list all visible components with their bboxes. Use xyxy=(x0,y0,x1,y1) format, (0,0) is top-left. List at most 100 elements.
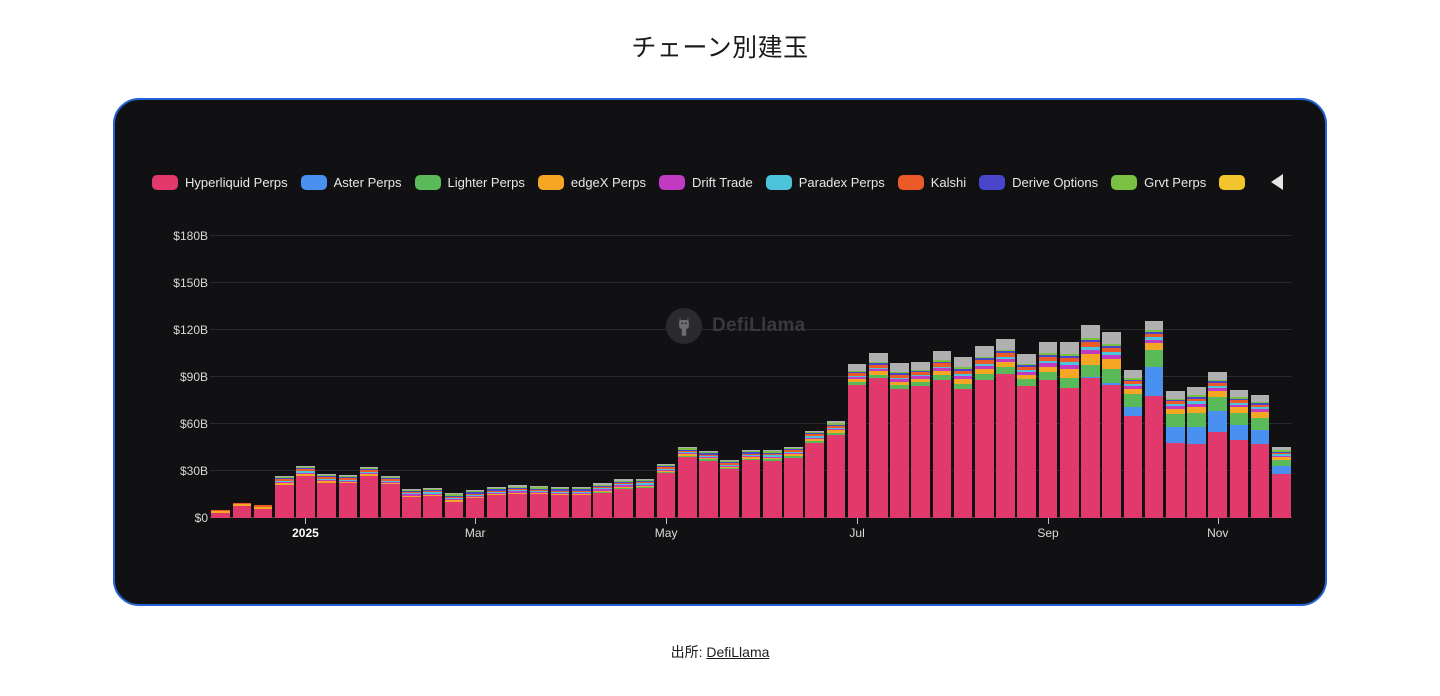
bar-column[interactable] xyxy=(720,459,740,518)
source-link[interactable]: DefiLlama xyxy=(706,644,770,660)
bar-column[interactable] xyxy=(1038,341,1058,518)
bar-column[interactable] xyxy=(1272,446,1291,518)
chart-legend[interactable]: Hyperliquid Perps Aster Perps Lighter Perp… xyxy=(152,170,1292,194)
bar-segment xyxy=(359,474,379,476)
y-axis-tick-label: $180B xyxy=(173,228,208,243)
bar-segment xyxy=(1017,371,1037,375)
bar-segment xyxy=(1272,459,1291,467)
bar-column[interactable] xyxy=(508,485,527,518)
bar-segment xyxy=(508,491,527,493)
bar-segment xyxy=(847,363,867,371)
bar-segment xyxy=(868,364,888,368)
bar-segment xyxy=(1229,402,1249,405)
bar-column[interactable] xyxy=(444,493,464,518)
bar-segment xyxy=(805,436,824,438)
bar-column[interactable] xyxy=(868,352,888,518)
bar-segment xyxy=(1250,409,1270,413)
bar-column[interactable] xyxy=(593,483,612,518)
bar-column[interactable] xyxy=(529,486,549,518)
legend-item-7[interactable]: Derive Options xyxy=(979,174,1099,190)
bar-segment xyxy=(1208,411,1228,432)
bar-column[interactable] xyxy=(232,502,252,518)
bar-column[interactable] xyxy=(571,486,591,518)
bar-column[interactable] xyxy=(1250,395,1270,518)
bar-column[interactable] xyxy=(890,363,909,518)
bar-column[interactable] xyxy=(805,430,824,518)
bar-column[interactable] xyxy=(699,451,718,518)
bar-column[interactable] xyxy=(338,474,358,518)
bar-segment xyxy=(253,508,273,518)
bar-column[interactable] xyxy=(1123,370,1143,518)
bar-segment xyxy=(762,455,782,457)
bar-segment xyxy=(359,473,379,475)
legend-pager[interactable]: 1/3 xyxy=(1271,174,1292,190)
bar-segment xyxy=(699,458,718,460)
bar-segment xyxy=(656,466,676,468)
bars-layer[interactable] xyxy=(210,212,1292,518)
bar-segment xyxy=(465,493,485,495)
bar-segment xyxy=(975,363,994,366)
bar-column[interactable] xyxy=(317,473,336,518)
bar-column[interactable] xyxy=(1059,341,1079,518)
legend-item-4[interactable]: Drift Trade xyxy=(659,174,753,190)
legend-item-0[interactable]: Hyperliquid Perps xyxy=(152,174,288,190)
legend-item-8[interactable]: Grvt Perps xyxy=(1111,174,1207,190)
legend-swatch-icon xyxy=(765,174,792,190)
bar-segment xyxy=(784,450,803,452)
bar-column[interactable] xyxy=(996,338,1015,518)
bar-segment xyxy=(402,495,421,497)
bar-column[interactable] xyxy=(1102,332,1121,518)
bar-column[interactable] xyxy=(826,421,846,518)
bar-column[interactable] xyxy=(656,463,676,518)
bar-column[interactable] xyxy=(741,449,761,518)
bar-column[interactable] xyxy=(253,505,273,518)
bar-column[interactable] xyxy=(402,488,421,518)
bar-column[interactable] xyxy=(423,487,443,518)
bar-segment xyxy=(614,485,633,487)
bar-segment xyxy=(635,482,655,484)
bar-column[interactable] xyxy=(1081,324,1100,518)
bar-column[interactable] xyxy=(381,475,400,518)
bar-column[interactable] xyxy=(359,466,379,518)
bar-column[interactable] xyxy=(1144,321,1164,518)
bar-column[interactable] xyxy=(550,486,570,518)
triangle-left-icon[interactable] xyxy=(1271,174,1284,190)
bar-segment xyxy=(1250,402,1270,404)
bar-column[interactable] xyxy=(847,363,867,518)
legend-item-label: Derive Options xyxy=(1012,174,1099,190)
legend-item-3[interactable]: edgeX Perps xyxy=(537,174,646,190)
legend-item-5[interactable]: Paradex Perps xyxy=(765,174,885,190)
legend-item-6[interactable]: Kalshi xyxy=(897,174,966,190)
legend-item-label: Grvt Perps xyxy=(1144,174,1207,190)
bar-column[interactable] xyxy=(211,510,230,518)
bar-segment xyxy=(1081,324,1100,339)
bar-segment xyxy=(996,373,1015,518)
bar-column[interactable] xyxy=(465,490,485,518)
bar-column[interactable] xyxy=(1187,386,1206,518)
bar-column[interactable] xyxy=(1208,371,1228,518)
bar-segment xyxy=(1017,366,1037,370)
bar-segment xyxy=(847,384,867,518)
legend-item-2[interactable]: Lighter Perps xyxy=(414,174,525,190)
bar-column[interactable] xyxy=(296,465,315,518)
bar-column[interactable] xyxy=(274,475,294,518)
bar-column[interactable] xyxy=(784,446,803,518)
bar-column[interactable] xyxy=(1017,354,1037,518)
bar-segment xyxy=(805,434,824,437)
bar-segment xyxy=(953,389,973,518)
bar-column[interactable] xyxy=(678,447,697,518)
bar-column[interactable] xyxy=(975,345,994,518)
bar-column[interactable] xyxy=(1229,390,1249,518)
bar-segment xyxy=(996,358,1015,362)
bar-column[interactable] xyxy=(635,478,655,518)
bar-column[interactable] xyxy=(762,450,782,518)
bar-column[interactable] xyxy=(614,479,633,518)
bar-column[interactable] xyxy=(487,486,506,518)
bar-column[interactable] xyxy=(911,361,931,518)
bar-column[interactable] xyxy=(953,357,973,518)
bar-column[interactable] xyxy=(932,350,952,518)
bar-segment xyxy=(826,428,846,431)
legend-item-1[interactable]: Aster Perps xyxy=(300,174,402,190)
bar-column[interactable] xyxy=(1166,390,1185,518)
legend-item-9[interactable] xyxy=(1219,174,1255,190)
